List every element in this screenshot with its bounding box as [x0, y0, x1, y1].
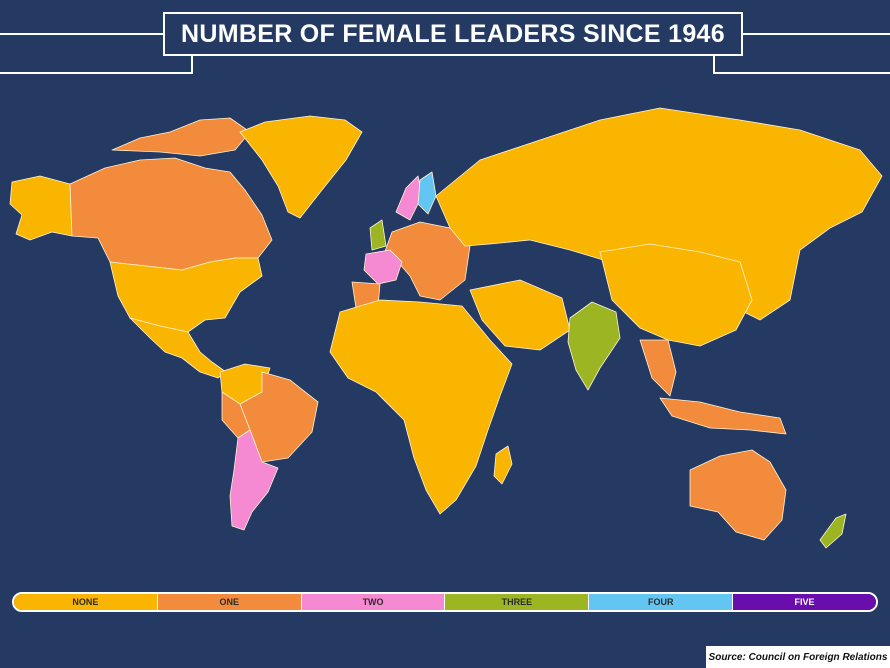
frame-line-left-vert — [191, 54, 193, 74]
frame-line-left-drop — [0, 72, 192, 74]
source-text: Source: Council on Foreign Relations — [708, 651, 888, 663]
legend-label-four: FOUR — [647, 597, 674, 607]
legend-label-five: FIVE — [794, 597, 815, 607]
region-russia-asia — [435, 107, 883, 321]
source-note: Source: Council on Foreign Relations — [706, 646, 890, 668]
region-madagascar — [493, 445, 513, 485]
region-india — [567, 301, 621, 391]
map-title: NUMBER OF FEMALE LEADERS SINCE 1946 — [163, 12, 743, 56]
region-africa — [329, 299, 513, 515]
region-southeast-asia — [639, 339, 677, 397]
region-alaska — [9, 175, 73, 241]
frame-line-right-vert — [713, 54, 715, 74]
region-china — [599, 243, 753, 347]
region-canada-islands — [111, 117, 251, 157]
region-finland — [417, 171, 437, 215]
map-title-text: NUMBER OF FEMALE LEADERS SINCE 1946 — [181, 19, 725, 48]
legend-bar: NONE ONE TWO THREE FOUR FIVE — [12, 592, 878, 612]
region-australia — [689, 449, 787, 541]
legend-label-one: ONE — [219, 597, 239, 607]
region-greenland — [239, 115, 363, 219]
legend-two: TWO — [301, 594, 446, 610]
legend-label-three: THREE — [501, 597, 533, 607]
region-canada — [69, 157, 273, 271]
region-uk — [369, 219, 387, 251]
legend-label-two: TWO — [362, 597, 384, 607]
frame-line-left — [0, 33, 163, 35]
region-new-zealand — [819, 513, 847, 549]
region-brazil — [239, 371, 319, 463]
legend-one: ONE — [157, 594, 302, 610]
frame-line-right — [743, 33, 890, 35]
legend-four: FOUR — [589, 594, 734, 610]
legend-none: NONE — [14, 594, 158, 610]
region-middle-east — [469, 279, 571, 351]
region-indonesia — [659, 397, 787, 435]
legend-five: FIVE — [733, 594, 876, 610]
region-argentina-chile — [229, 429, 279, 531]
region-france — [363, 249, 403, 285]
legend-label-none: NONE — [72, 597, 99, 607]
legend-three: THREE — [445, 594, 590, 610]
frame-line-right-drop — [713, 72, 890, 74]
